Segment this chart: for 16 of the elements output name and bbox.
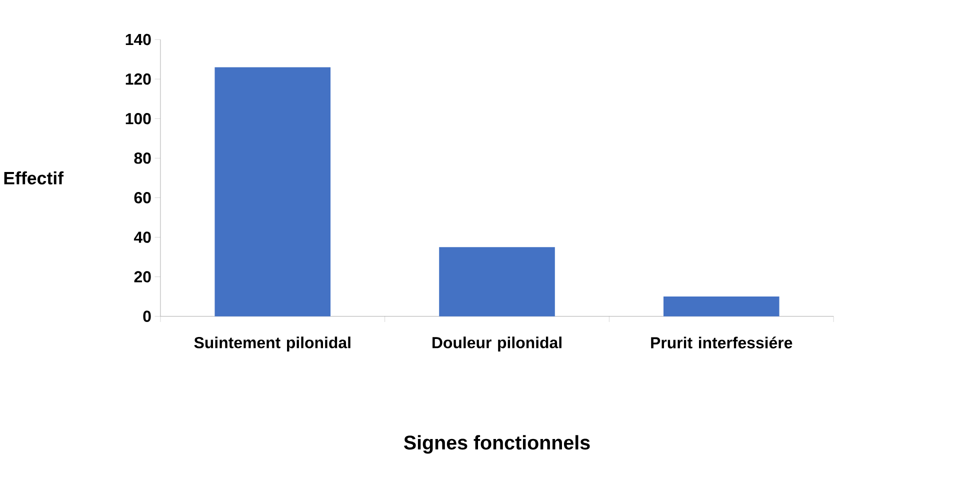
bar [439, 247, 555, 316]
x-tick-label: Douleur pilonidal [432, 336, 562, 352]
y-tick-label: 20 [134, 271, 151, 283]
y-tick-label: 60 [134, 192, 151, 204]
y-tick-label: 0 [143, 310, 151, 322]
y-axis-title: Effectif [4, 171, 64, 185]
y-tick-label: 80 [134, 152, 151, 164]
bar [214, 67, 331, 316]
x-tick-label: Prurit interfessiére [651, 336, 792, 349]
y-tick-label: 40 [134, 232, 151, 243]
x-tick-label: Suintement pilonidal [194, 336, 350, 352]
bar [663, 296, 780, 316]
y-tick-label: 100 [126, 113, 151, 124]
y-tick-label: 120 [126, 74, 151, 85]
x-axis-title: Signes fonctionnels [404, 435, 590, 454]
y-tick-label: 140 [126, 34, 151, 46]
